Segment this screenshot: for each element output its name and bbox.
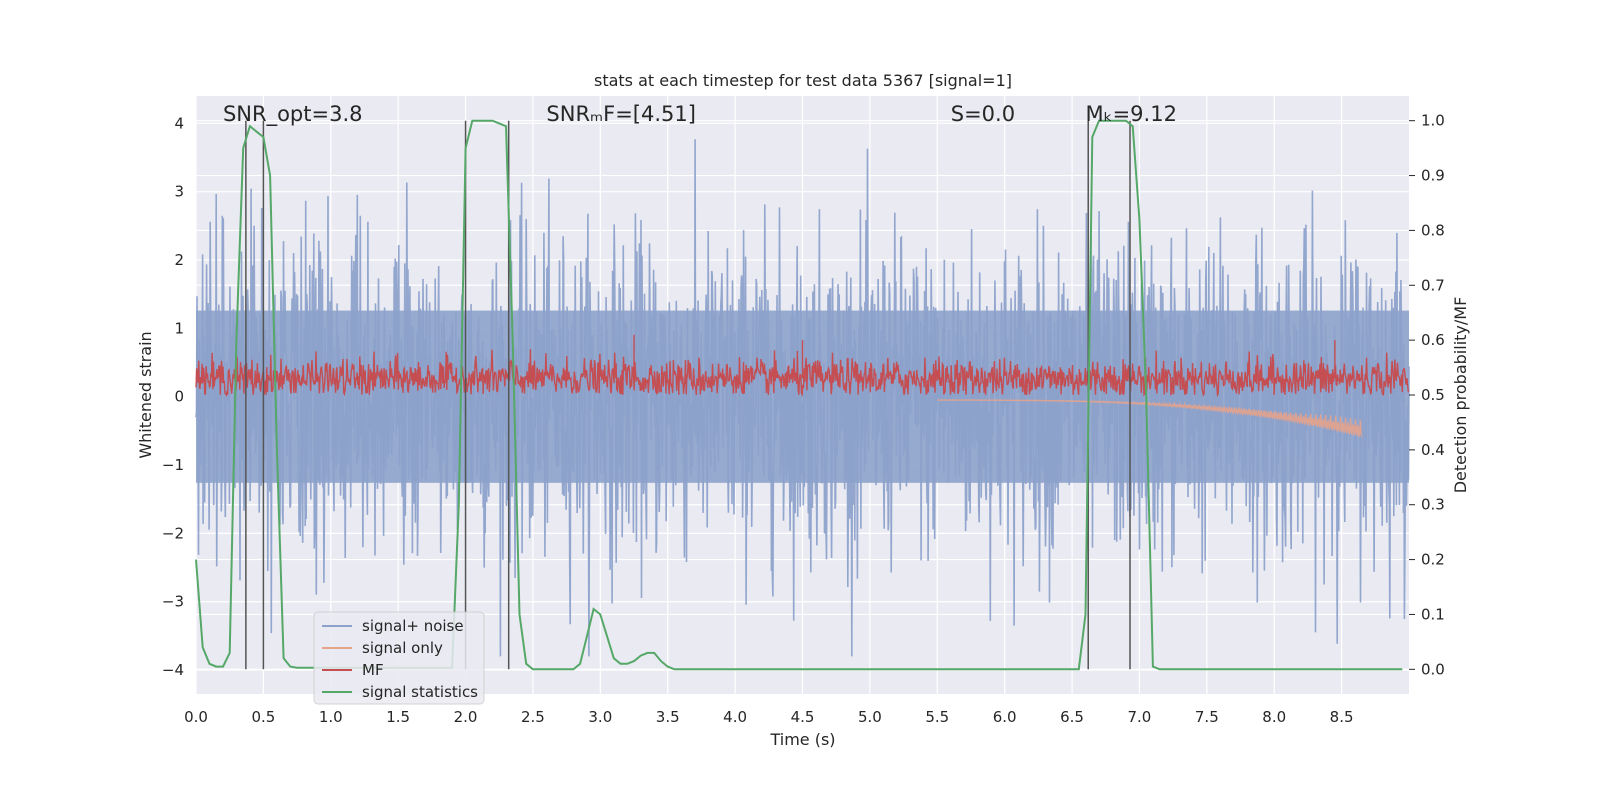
series-signal-only bbox=[937, 399, 1363, 437]
y-right-axis-label: Detection probability/MF bbox=[1451, 297, 1470, 494]
x-axis-label: Time (s) bbox=[769, 730, 835, 749]
y-right-tick-label: 0.8 bbox=[1421, 221, 1445, 239]
x-tick-label: 0.0 bbox=[184, 708, 208, 726]
y-axis-ticks: 4 3 2 1 0 −1 −2 −3 −4 bbox=[162, 114, 184, 679]
mf-line bbox=[195, 334, 1409, 398]
signal-statistics-line bbox=[195, 119, 1403, 671]
y-tick-label: −2 bbox=[162, 524, 184, 542]
x-tick-label: 0.5 bbox=[251, 708, 275, 726]
y-right-tick-label: 1.0 bbox=[1421, 112, 1445, 130]
x-tick-label: 5.5 bbox=[925, 708, 949, 726]
series-signal-statistics bbox=[195, 119, 1403, 671]
y-right-tick-label: 0.6 bbox=[1421, 331, 1445, 349]
legend-entry: MF bbox=[362, 661, 384, 679]
y-tick-label: 3 bbox=[174, 183, 184, 201]
legend: signal+ noise signal only MF signal statist… bbox=[313, 611, 485, 705]
noise-band bbox=[196, 310, 1409, 483]
x-tick-label: 4.0 bbox=[723, 708, 747, 726]
annotation-text: S=0.0 bbox=[951, 102, 1015, 126]
y-right-tick-label: 0.9 bbox=[1421, 167, 1445, 185]
x-tick-label: 1.5 bbox=[386, 708, 410, 726]
y-tick-label: 2 bbox=[174, 251, 184, 269]
y-tick-label: 4 bbox=[174, 114, 184, 132]
x-tick-label: 8.0 bbox=[1262, 708, 1286, 726]
y-right-tick-label: 0.2 bbox=[1421, 551, 1445, 569]
y-right-tick-label: 0.5 bbox=[1421, 386, 1445, 404]
x-tick-label: 6.5 bbox=[1060, 708, 1084, 726]
y-right-tick-label: 0.7 bbox=[1421, 276, 1445, 294]
series-signal-noise bbox=[195, 139, 1410, 657]
series-mf bbox=[195, 334, 1409, 398]
legend-entry: signal only bbox=[362, 639, 443, 657]
y-axis-label: Whitened strain bbox=[136, 331, 155, 458]
x-tick-label: 7.0 bbox=[1128, 708, 1152, 726]
y-right-tick-label: 0.3 bbox=[1421, 496, 1445, 514]
y-tick-label: −1 bbox=[162, 456, 184, 474]
y-tick-label: 1 bbox=[174, 319, 184, 337]
annotation-text: SNR_opt=3.8 bbox=[223, 102, 363, 127]
x-tick-label: 4.5 bbox=[791, 708, 815, 726]
y-right-tick-label: 0.0 bbox=[1421, 660, 1445, 678]
annotations: SNR_opt=3.8 SNRₘF=[4.51] S=0.0 Mₖ=9.12 bbox=[223, 102, 1177, 127]
x-tick-label: 3.0 bbox=[588, 708, 612, 726]
x-tick-label: 1.0 bbox=[319, 708, 343, 726]
x-tick-label: 8.5 bbox=[1330, 708, 1354, 726]
y-tick-label: −4 bbox=[162, 661, 184, 679]
x-tick-label: 2.5 bbox=[521, 708, 545, 726]
legend-entry: signal statistics bbox=[362, 683, 478, 701]
signal-only-line bbox=[937, 399, 1363, 437]
annotation-text: Mₖ=9.12 bbox=[1086, 102, 1177, 126]
y-right-tick-label: 0.1 bbox=[1421, 605, 1445, 623]
y-right-axis-ticks: 1.0 0.9 0.8 0.7 0.6 0.5 0.4 0.3 0.2 0.1 0.0 bbox=[1409, 112, 1445, 678]
legend-box bbox=[313, 611, 485, 705]
x-tick-label: 5.0 bbox=[858, 708, 882, 726]
annotation-text: SNRₘF=[4.51] bbox=[546, 102, 696, 126]
x-tick-label: 6.0 bbox=[993, 708, 1017, 726]
x-tick-label: 7.5 bbox=[1195, 708, 1219, 726]
x-axis-ticks: 0.0 0.5 1.0 1.5 2.0 2.5 3.0 3.5 4.0 4.5 5.0 5.5 6.0 6… bbox=[184, 708, 1353, 726]
y-tick-label: 0 bbox=[174, 388, 184, 406]
x-tick-label: 3.5 bbox=[656, 708, 680, 726]
chart-title: stats at each timestep for test data 536… bbox=[594, 71, 1012, 90]
x-tick-label: 2.0 bbox=[454, 708, 478, 726]
y-tick-label: −3 bbox=[162, 593, 184, 611]
legend-entry: signal+ noise bbox=[362, 617, 464, 635]
y-right-tick-label: 0.4 bbox=[1421, 441, 1445, 459]
